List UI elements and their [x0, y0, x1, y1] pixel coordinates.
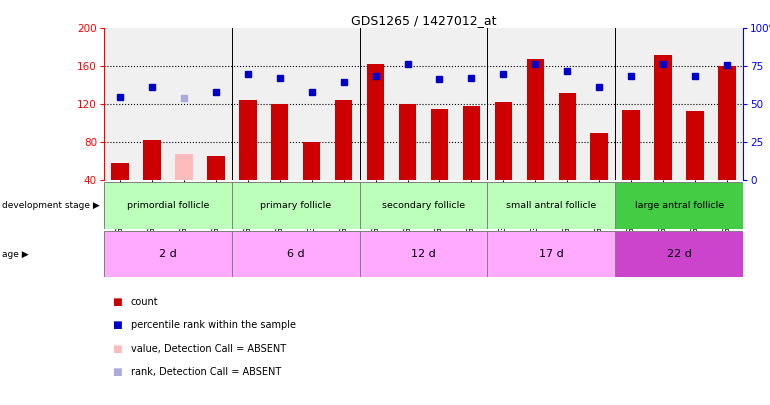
Bar	[111, 163, 129, 180]
Text: primordial follicle: primordial follicle	[127, 201, 209, 210]
Title: GDS1265 / 1427012_at: GDS1265 / 1427012_at	[351, 14, 496, 27]
Text: development stage ▶: development stage ▶	[2, 201, 99, 210]
Text: large antral follicle: large antral follicle	[634, 201, 724, 210]
Bar	[360, 231, 487, 277]
Bar	[399, 104, 417, 180]
Bar	[494, 102, 512, 180]
Text: ■: ■	[112, 367, 122, 377]
Bar	[360, 182, 487, 229]
Text: secondary follicle: secondary follicle	[382, 201, 465, 210]
Bar	[622, 110, 640, 180]
Bar	[104, 182, 232, 229]
Bar	[654, 55, 672, 180]
Bar	[271, 104, 289, 180]
Bar	[207, 156, 225, 180]
Text: ■: ■	[112, 320, 122, 330]
Bar	[303, 142, 320, 180]
Bar	[367, 64, 384, 180]
Bar	[615, 231, 743, 277]
Text: small antral follicle: small antral follicle	[506, 201, 597, 210]
Text: 12 d: 12 d	[411, 249, 436, 259]
Text: rank, Detection Call = ABSENT: rank, Detection Call = ABSENT	[131, 367, 281, 377]
Text: ■: ■	[112, 297, 122, 307]
Bar	[463, 106, 480, 180]
Bar	[615, 182, 743, 229]
Bar	[175, 153, 192, 180]
Text: ■: ■	[112, 344, 122, 354]
Bar	[487, 231, 615, 277]
Text: 22 d: 22 d	[667, 249, 691, 259]
Bar	[686, 111, 704, 180]
Bar	[239, 100, 256, 180]
Text: 17 d: 17 d	[539, 249, 564, 259]
Bar	[232, 182, 360, 229]
Bar	[718, 66, 736, 180]
Text: primary follicle: primary follicle	[260, 201, 331, 210]
Bar	[335, 100, 353, 180]
Bar	[527, 59, 544, 180]
Text: percentile rank within the sample: percentile rank within the sample	[131, 320, 296, 330]
Text: count: count	[131, 297, 159, 307]
Bar	[104, 231, 232, 277]
Bar	[487, 182, 615, 229]
Text: age ▶: age ▶	[2, 249, 28, 259]
Bar	[232, 231, 360, 277]
Text: 6 d: 6 d	[287, 249, 304, 259]
Text: 2 d: 2 d	[159, 249, 177, 259]
Bar	[558, 93, 576, 180]
Bar	[430, 109, 448, 180]
Text: value, Detection Call = ABSENT: value, Detection Call = ABSENT	[131, 344, 286, 354]
Bar	[143, 141, 161, 180]
Bar	[591, 133, 608, 180]
